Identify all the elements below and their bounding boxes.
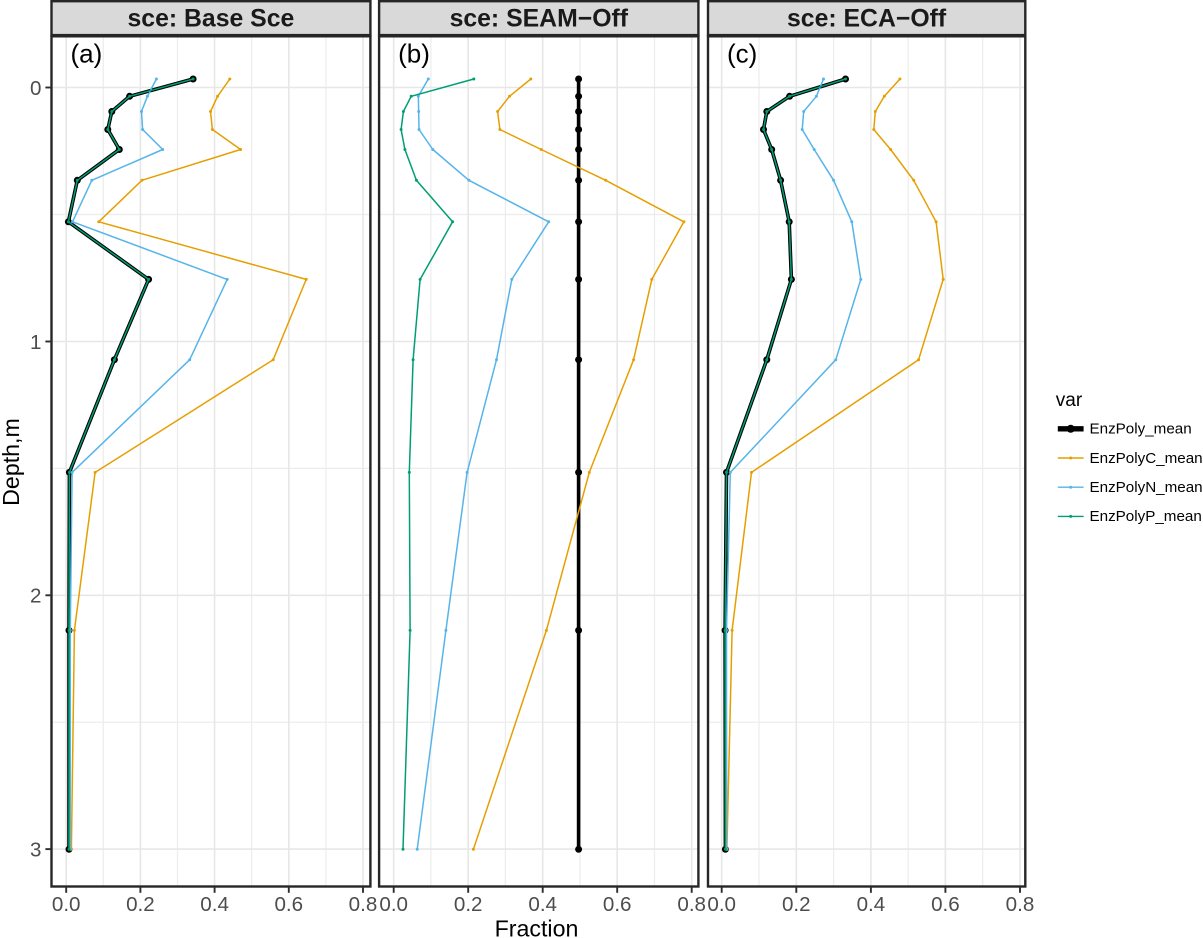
svg-text:(c): (c) [727, 38, 757, 68]
svg-text:sce: SEAM−Off: sce: SEAM−Off [450, 6, 629, 33]
svg-text:0.4: 0.4 [528, 893, 557, 916]
svg-text:EnzPoly_mean: EnzPoly_mean [1090, 421, 1192, 438]
svg-text:0.8: 0.8 [349, 893, 378, 916]
svg-text:Depth,m: Depth,m [0, 418, 24, 506]
svg-text:0.4: 0.4 [857, 893, 886, 916]
svg-text:Fraction: Fraction [495, 916, 579, 938]
svg-text:0.2: 0.2 [782, 893, 811, 916]
svg-text:(a): (a) [71, 38, 103, 68]
svg-text:EnzPolyC_mean: EnzPolyC_mean [1090, 450, 1203, 467]
svg-text:0.4: 0.4 [200, 893, 229, 916]
svg-text:0.2: 0.2 [126, 893, 155, 916]
svg-text:0.0: 0.0 [707, 893, 736, 916]
svg-text:0.6: 0.6 [603, 893, 632, 916]
svg-text:EnzPolyP_mean: EnzPolyP_mean [1090, 508, 1202, 525]
svg-text:0.8: 0.8 [677, 893, 706, 916]
svg-text:0.0: 0.0 [379, 893, 408, 916]
svg-text:var: var [1056, 390, 1083, 411]
svg-text:0: 0 [30, 77, 41, 100]
svg-text:(b): (b) [398, 38, 430, 68]
svg-text:0.8: 0.8 [1006, 893, 1035, 916]
svg-text:0.6: 0.6 [274, 893, 303, 916]
svg-text:2: 2 [30, 585, 41, 608]
svg-text:0.6: 0.6 [931, 893, 960, 916]
svg-text:0.2: 0.2 [454, 893, 483, 916]
svg-text:3: 3 [30, 839, 41, 862]
svg-text:sce: ECA−Off: sce: ECA−Off [787, 6, 947, 33]
svg-text:EnzPolyN_mean: EnzPolyN_mean [1090, 479, 1203, 496]
svg-text:sce: Base Sce: sce: Base Sce [127, 6, 294, 33]
svg-text:0.0: 0.0 [52, 893, 81, 916]
svg-text:1: 1 [30, 331, 41, 354]
